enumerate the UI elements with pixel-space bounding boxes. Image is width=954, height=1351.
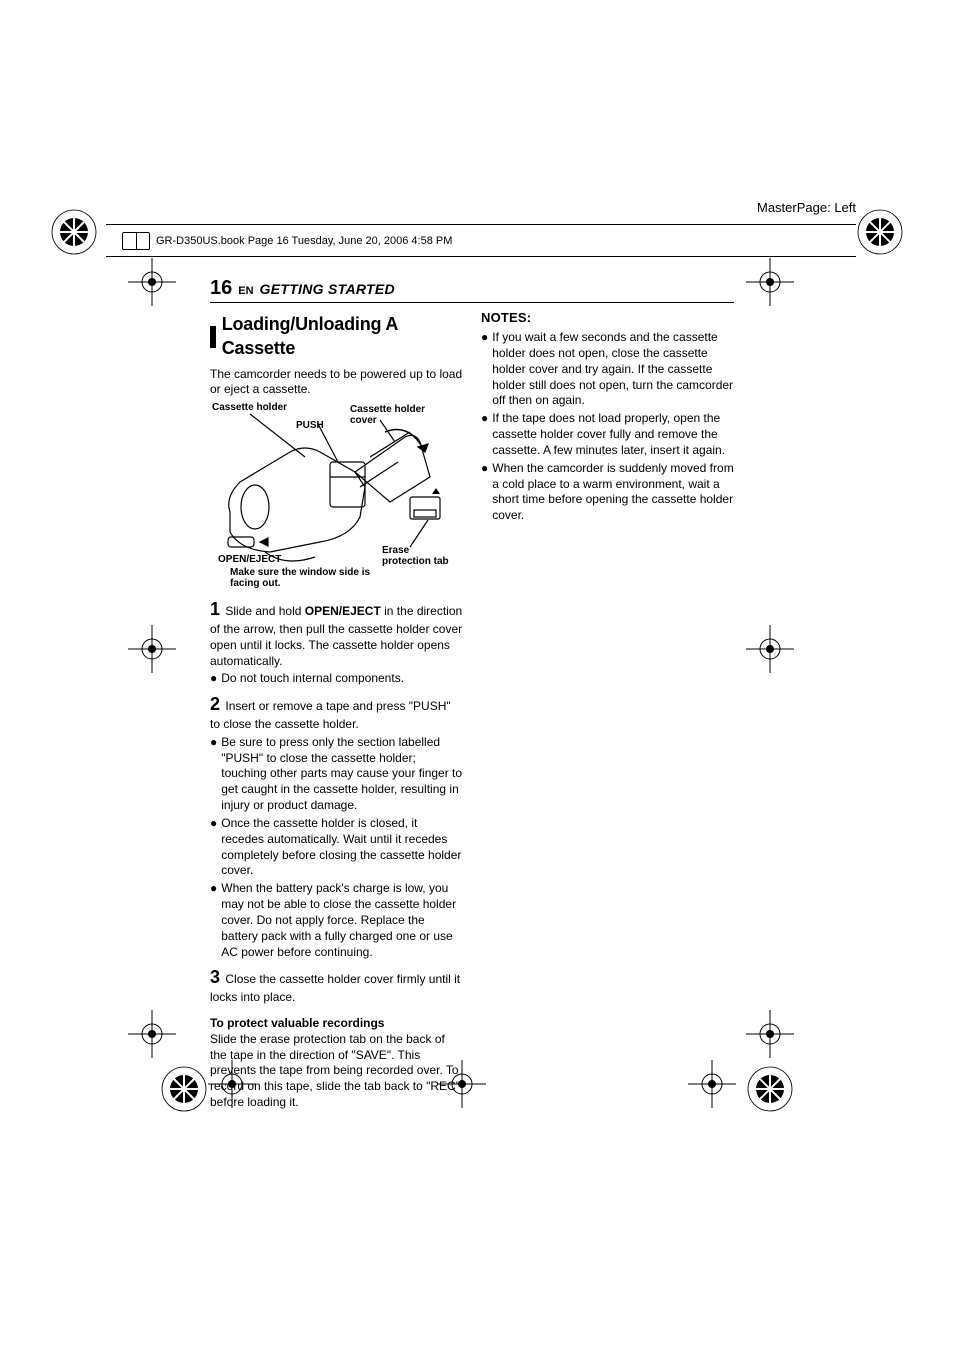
step-1: 1 Slide and hold OPEN/EJECT in the direc…	[210, 598, 463, 669]
bullet-icon: ●	[210, 816, 217, 879]
step-2-bullet-3: ● When the battery pack's charge is low,…	[210, 881, 463, 960]
crosshair-icon	[746, 1010, 794, 1058]
section-header: 16 EN GETTING STARTED	[210, 277, 734, 303]
page-content: 16 EN GETTING STARTED Loading/Unloading …	[210, 277, 734, 1111]
step-1-bold: OPEN/EJECT	[305, 604, 381, 618]
bullet-text: Be sure to press only the section labell…	[221, 735, 463, 814]
header-rule-bottom	[106, 256, 856, 257]
bullet-text: If the tape does not load properly, open…	[492, 411, 734, 458]
bullet-text: If you wait a few seconds and the casset…	[492, 330, 734, 409]
bullet-text: When the camcorder is suddenly moved fro…	[492, 461, 734, 524]
bullet-icon: ●	[210, 735, 217, 814]
bullet-icon: ●	[481, 411, 488, 458]
camcorder-illustration	[210, 402, 450, 592]
step-3: 3 Close the cassette holder cover firmly…	[210, 966, 463, 1006]
bullet-text: When the battery pack's charge is low, y…	[221, 881, 463, 960]
step-number-2: 2	[210, 694, 220, 714]
step-2-bullet-2: ● Once the cassette holder is closed, it…	[210, 816, 463, 879]
notes-bullet-2: ● If the tape does not load properly, op…	[481, 411, 734, 458]
protect-body: Slide the erase protection tab on the ba…	[210, 1032, 463, 1111]
step-1-bullet: ● Do not touch internal components.	[210, 671, 463, 687]
step-2-text: Insert or remove a tape and press "PUSH"…	[210, 699, 451, 731]
bullet-icon: ●	[210, 881, 217, 960]
crosshair-icon	[746, 625, 794, 673]
step-2-bullet-1: ● Be sure to press only the section labe…	[210, 735, 463, 814]
bullet-icon: ●	[481, 461, 488, 524]
step-1-pre: Slide and hold	[225, 604, 304, 618]
intro-text: The camcorder needs to be powered up to …	[210, 367, 463, 399]
step-3-text: Close the cassette holder cover firmly u…	[210, 972, 460, 1004]
step-2: 2 Insert or remove a tape and press "PUS…	[210, 693, 463, 733]
bullet-text: Do not touch internal components.	[221, 671, 404, 687]
protect-heading: To protect valuable recordings	[210, 1016, 463, 1032]
step-number-3: 3	[210, 967, 220, 987]
right-column: NOTES: ● If you wait a few seconds and t…	[481, 309, 734, 1111]
reg-mark-tr	[856, 208, 904, 256]
page-number: 16	[210, 277, 232, 300]
crosshair-icon	[746, 258, 794, 306]
section-title: GETTING STARTED	[260, 281, 395, 297]
reg-mark-br	[746, 1065, 794, 1113]
crosshair-icon	[128, 258, 176, 306]
book-info-text: GR-D350US.book Page 16 Tuesday, June 20,…	[156, 235, 452, 247]
notes-bullet-1: ● If you wait a few seconds and the cass…	[481, 330, 734, 409]
masterpage-label: MasterPage: Left	[757, 200, 856, 215]
bullet-text: Once the cassette holder is closed, it r…	[221, 816, 463, 879]
crosshair-icon	[128, 1010, 176, 1058]
book-info-bar: GR-D350US.book Page 16 Tuesday, June 20,…	[122, 232, 452, 250]
heading-text: Loading/Unloading A Cassette	[222, 313, 463, 361]
main-heading: Loading/Unloading A Cassette	[210, 313, 463, 361]
notes-heading: NOTES:	[481, 309, 734, 326]
notes-bullet-3: ● When the camcorder is suddenly moved f…	[481, 461, 734, 524]
book-icon	[122, 232, 150, 250]
step-number-1: 1	[210, 599, 220, 619]
bullet-icon: ●	[481, 330, 488, 409]
heading-bar-icon	[210, 326, 216, 348]
reg-mark-tl	[50, 208, 98, 256]
crosshair-icon	[128, 625, 176, 673]
bullet-icon: ●	[210, 671, 217, 687]
cassette-figure: Cassette holder PUSH Cassette holder cov…	[210, 402, 450, 592]
header-rule-top	[106, 224, 856, 225]
lang-code: EN	[238, 285, 253, 297]
left-column: Loading/Unloading A Cassette The camcord…	[210, 309, 463, 1111]
reg-mark-bl	[160, 1065, 208, 1113]
